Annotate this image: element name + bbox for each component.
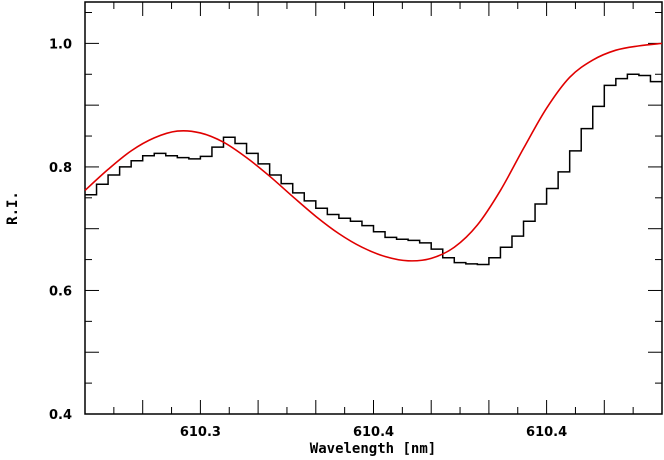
y-tick-label: 0.6 (49, 284, 72, 299)
x-tick-label: 610.3 (180, 425, 221, 440)
x-axis-title: Wavelength [nm] (310, 441, 436, 457)
y-tick-label: 1.0 (49, 37, 72, 52)
axis-ticks (85, 2, 662, 414)
y-tick-labels: 0.4 0.6 0.8 1.0 (49, 37, 72, 423)
plot-frame (84, 1, 663, 415)
y-tick-label: 0.8 (49, 161, 72, 176)
x-tick-label: 610.4 (526, 425, 567, 440)
y-axis-title: R.I. (5, 191, 21, 225)
fitted-spectrum-line (84, 42, 663, 262)
x-tick-label: 610.4 (353, 425, 394, 440)
y-tick-label: 0.4 (49, 408, 72, 423)
data-series (84, 42, 663, 266)
x-tick-labels: 610.3 610.4 610.4 (180, 425, 567, 440)
observed-spectrum-line (85, 73, 662, 266)
